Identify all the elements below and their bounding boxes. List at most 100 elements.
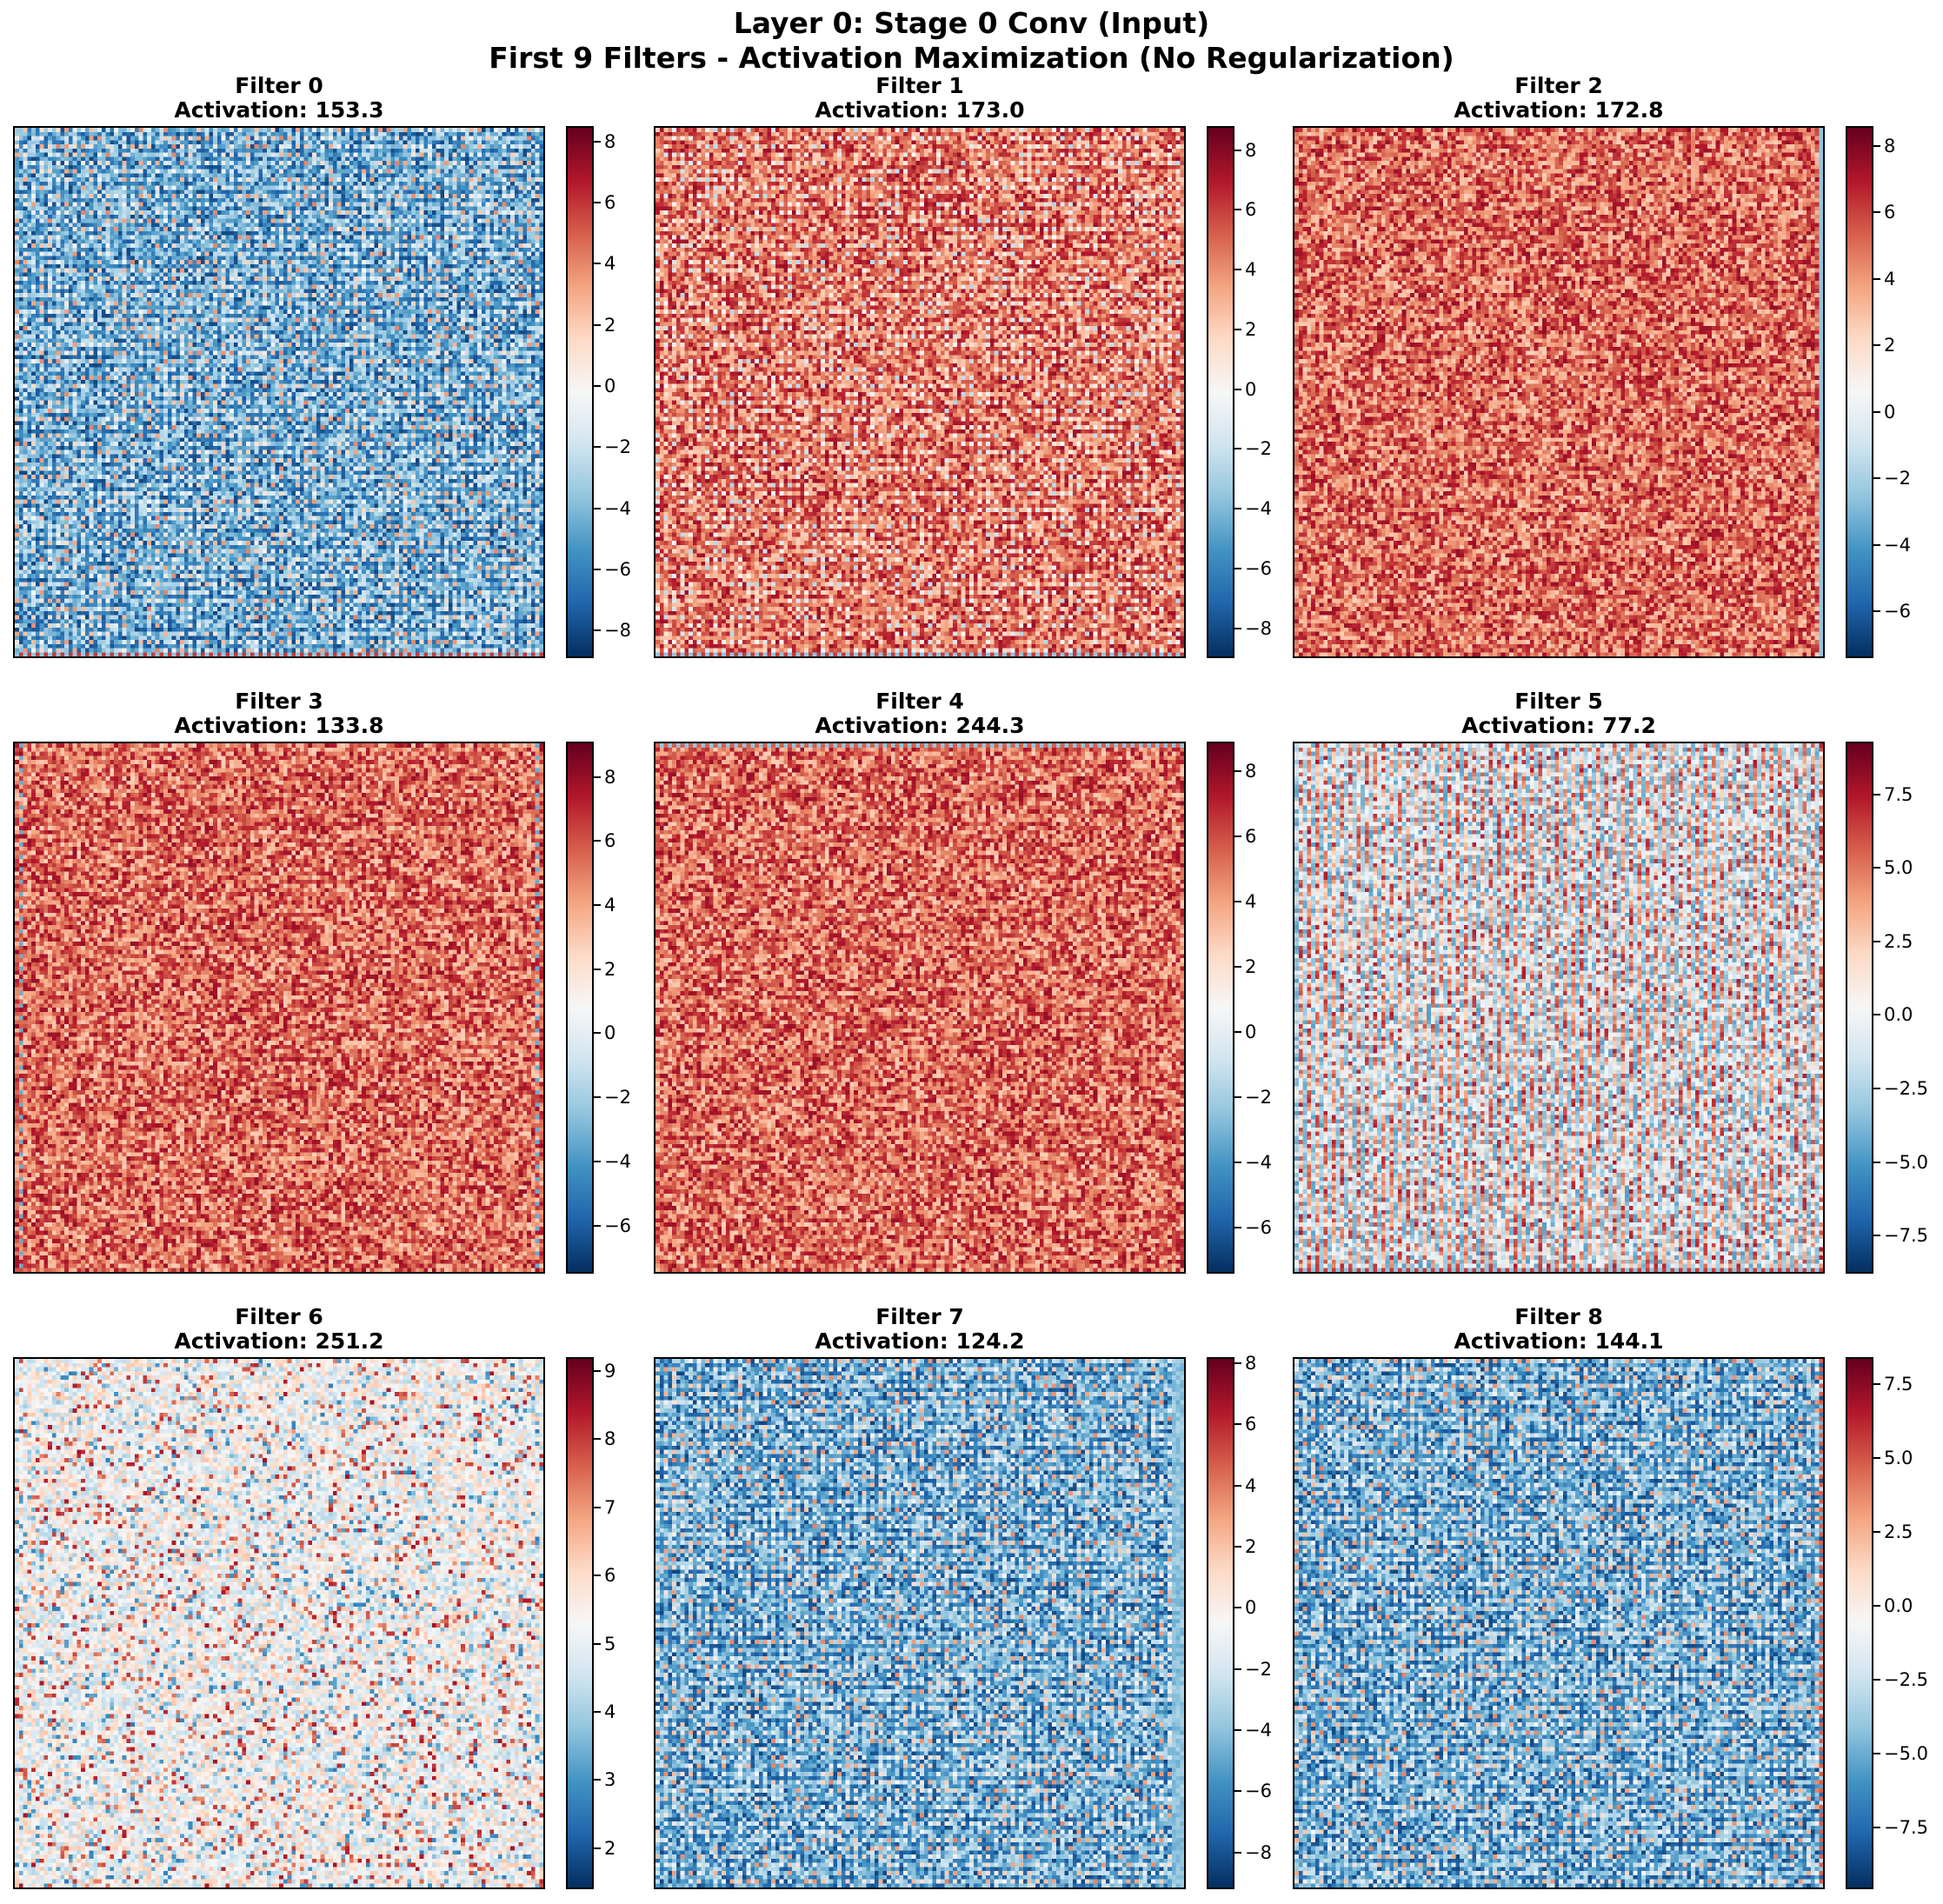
- filter-2-colorbar-tick: [1873, 610, 1880, 613]
- filter-1-colorbar-tick: [1234, 149, 1241, 151]
- filter-3-colorbar-tick: [594, 1224, 601, 1227]
- filter-2-colorbar-tick-label: 4: [1884, 268, 1896, 290]
- filter-7-colorbar-tick: [1234, 1546, 1241, 1548]
- filter-5-colorbar-tick: [1873, 940, 1880, 942]
- filter-1-colorbar-tick: [1234, 269, 1241, 271]
- filter-6-colorbar-tick: [594, 1779, 601, 1781]
- filter-4-colorbar-tick-label: 8: [1245, 760, 1257, 782]
- filter-8-colorbar-tick: [1873, 1826, 1880, 1828]
- filter-6-activation-label: Activation: 251.2: [174, 1328, 384, 1354]
- filter-8-colorbar-tick-label: 7.5: [1884, 1373, 1913, 1395]
- filter-8-heatmap: [1293, 1357, 1825, 1889]
- filter-7-colorbar: [1207, 1357, 1234, 1889]
- filter-7-colorbar-tick: [1234, 1851, 1241, 1854]
- filter-7-activation-label: Activation: 124.2: [815, 1328, 1025, 1354]
- filter-1-colorbar-tick-label: 8: [1245, 139, 1257, 161]
- filter-2-colorbar-tick-label: 0: [1884, 401, 1896, 423]
- filter-7-colorbar-tick: [1234, 1362, 1241, 1365]
- filter-4-colorbar-tick-label: −6: [1245, 1217, 1272, 1239]
- filter-6-colorbar-tick: [594, 1574, 601, 1577]
- filter-1-title: Filter 1: [875, 73, 964, 98]
- filter-3-colorbar-tick: [594, 904, 601, 907]
- filter-5-colorbar-tick-label: 2.5: [1884, 930, 1913, 952]
- filter-6-title: Filter 6: [235, 1304, 323, 1329]
- filter-1-colorbar-tick: [1234, 508, 1241, 510]
- filter-4-colorbar-tick: [1234, 1031, 1241, 1034]
- filter-6-colorbar-tick-label: 2: [604, 1837, 616, 1859]
- filter-6-colorbar-tick-label: 8: [604, 1428, 616, 1450]
- filter-3-colorbar-tick: [594, 840, 601, 842]
- filter-0-colorbar-tick-label: 2: [604, 314, 616, 336]
- filter-7-colorbar-tick-label: 6: [1245, 1414, 1257, 1435]
- filter-0-colorbar: [566, 126, 594, 658]
- filter-6-heatmap: [13, 1357, 545, 1889]
- filter-8-colorbar-tick-label: −7.5: [1884, 1816, 1928, 1838]
- filter-2-colorbar-tick-label: −6: [1884, 601, 1911, 622]
- filter-1-colorbar-tick: [1234, 627, 1241, 629]
- filter-7-colorbar-tick: [1234, 1484, 1241, 1487]
- filter-4-activation-label: Activation: 244.3: [815, 713, 1025, 738]
- filter-6-colorbar-tick-label: 5: [604, 1633, 616, 1654]
- filter-4-colorbar-tick: [1234, 769, 1241, 772]
- filter-7-colorbar-tick-label: −8: [1245, 1841, 1272, 1863]
- filter-7-colorbar-tick: [1234, 1423, 1241, 1426]
- filter-3-activation-label: Activation: 133.8: [174, 713, 384, 738]
- figure-title-line-1: Layer 0: Stage 0 Conv (Input): [733, 6, 1210, 40]
- filter-4-colorbar-tick-label: 4: [1245, 890, 1257, 912]
- filter-3-colorbar-tick: [594, 1096, 601, 1099]
- filter-0-colorbar-tick: [594, 323, 601, 326]
- filter-1-colorbar-tick: [1234, 209, 1241, 211]
- filter-0-colorbar-tick-label: 4: [604, 253, 616, 275]
- filter-2-colorbar-tick: [1873, 211, 1880, 214]
- filter-1-colorbar-tick: [1234, 567, 1241, 569]
- filter-3-heatmap: [13, 742, 545, 1274]
- filter-0-colorbar-tick-label: 6: [604, 191, 616, 213]
- filter-8-colorbar-tick: [1873, 1678, 1880, 1681]
- filter-0-colorbar-tick: [594, 569, 601, 570]
- filter-1-colorbar-tick: [1234, 448, 1241, 450]
- filter-3-colorbar-tick-label: 4: [604, 895, 616, 916]
- filter-2-colorbar-tick: [1873, 410, 1880, 413]
- filter-0-colorbar-tick: [594, 201, 601, 203]
- filter-6-colorbar-tick: [594, 1506, 601, 1508]
- filter-8-colorbar-tick-label: −5.0: [1884, 1742, 1928, 1764]
- filter-1-colorbar-tick-label: 6: [1245, 199, 1257, 221]
- filter-6-colorbar-tick: [594, 1711, 601, 1713]
- filter-8-colorbar: [1846, 1357, 1873, 1889]
- filter-0-colorbar-tick-label: −6: [604, 559, 631, 580]
- filter-7-colorbar-tick: [1234, 1607, 1241, 1609]
- filter-4-title: Filter 4: [875, 689, 964, 714]
- filter-1-colorbar-tick-label: −6: [1245, 557, 1272, 579]
- filter-3-colorbar: [566, 742, 594, 1274]
- filter-4-colorbar-tick-label: −4: [1245, 1152, 1272, 1174]
- filter-3-colorbar-tick-label: 6: [604, 830, 616, 852]
- filter-5-colorbar-tick: [1873, 1161, 1880, 1163]
- filter-8-colorbar-tick: [1873, 1456, 1880, 1459]
- filter-4-colorbar: [1207, 742, 1234, 1274]
- filter-5-colorbar: [1846, 742, 1873, 1274]
- filter-3-colorbar-tick: [594, 776, 601, 778]
- filter-7-colorbar-tick: [1234, 1729, 1241, 1732]
- filter-3-colorbar-tick-label: −2: [604, 1087, 631, 1108]
- figure-title-line-2: First 9 Filters - Activation Maximizatio…: [489, 41, 1454, 75]
- filter-6-colorbar-tick-label: 6: [604, 1565, 616, 1587]
- filter-2-colorbar-tick: [1873, 277, 1880, 280]
- filter-0-colorbar-tick-label: −8: [604, 620, 631, 642]
- filter-1-colorbar-tick: [1234, 328, 1241, 330]
- filter-0-colorbar-tick-label: 0: [604, 375, 616, 396]
- filter-0-colorbar-tick: [594, 446, 601, 449]
- filter-2-colorbar-tick-label: 8: [1884, 135, 1896, 156]
- filter-6-colorbar-tick-label: 3: [604, 1769, 616, 1791]
- filter-0-colorbar-tick-label: −4: [604, 497, 631, 519]
- filter-3-colorbar-tick-label: 2: [604, 958, 616, 980]
- filter-4-colorbar-tick-label: 2: [1245, 956, 1257, 978]
- filter-7-colorbar-tick: [1234, 1668, 1241, 1670]
- filter-6-colorbar-tick: [594, 1438, 601, 1441]
- filter-8-colorbar-tick-label: −2.5: [1884, 1668, 1928, 1690]
- filter-0-colorbar-tick-label: −2: [604, 436, 631, 458]
- filter-4-colorbar-tick-label: 0: [1245, 1022, 1257, 1043]
- filter-1-colorbar-tick-label: −2: [1245, 438, 1272, 460]
- filter-1-colorbar-tick-label: −4: [1245, 498, 1272, 520]
- filter-2-colorbar-tick: [1873, 543, 1880, 546]
- filter-6-colorbar-tick-label: 9: [604, 1360, 616, 1381]
